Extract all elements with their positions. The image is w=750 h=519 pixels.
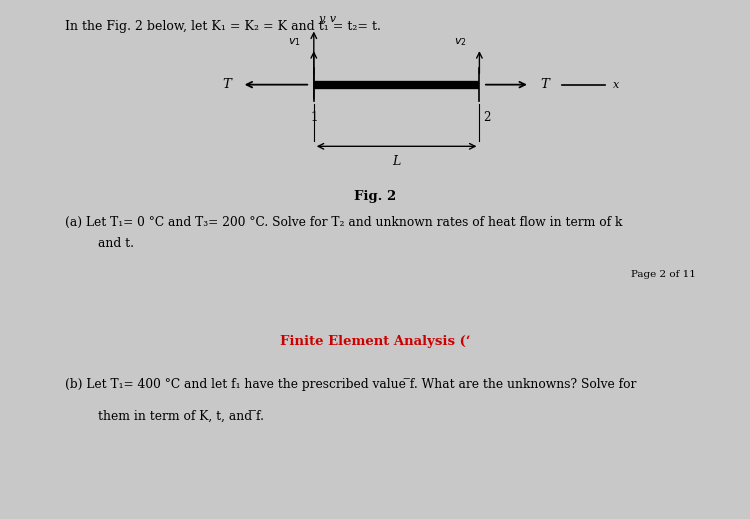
Text: $v_1$: $v_1$ <box>288 36 301 48</box>
Text: (b) Let T₁= 400 °C and let f₁ have the prescribed value ̅f. What are the unknown: (b) Let T₁= 400 °C and let f₁ have the p… <box>65 378 637 391</box>
Text: T: T <box>222 78 231 91</box>
Text: 1: 1 <box>310 111 317 124</box>
Text: Fig. 2: Fig. 2 <box>354 190 396 203</box>
Text: y, v: y, v <box>319 15 337 24</box>
Text: Finite Element Analysis (‘: Finite Element Analysis (‘ <box>280 335 470 348</box>
Text: T: T <box>541 78 550 91</box>
Text: $v_2$: $v_2$ <box>454 36 466 48</box>
Text: Page 2 of 11: Page 2 of 11 <box>631 270 695 279</box>
Text: them in term of K, t, and ̅f.: them in term of K, t, and ̅f. <box>98 410 264 423</box>
Text: and t.: and t. <box>98 237 134 250</box>
Text: In the Fig. 2 below, let K₁ = K₂ = K and t₁ = t₂= t.: In the Fig. 2 below, let K₁ = K₂ = K and… <box>65 20 381 33</box>
Text: (a) Let T₁= 0 °C and T₃= 200 °C. Solve for T₂ and unknown rates of heat flow in : (a) Let T₁= 0 °C and T₃= 200 °C. Solve f… <box>65 216 622 229</box>
Text: x: x <box>613 79 619 90</box>
Text: 2: 2 <box>483 111 490 124</box>
Text: L: L <box>392 155 400 168</box>
